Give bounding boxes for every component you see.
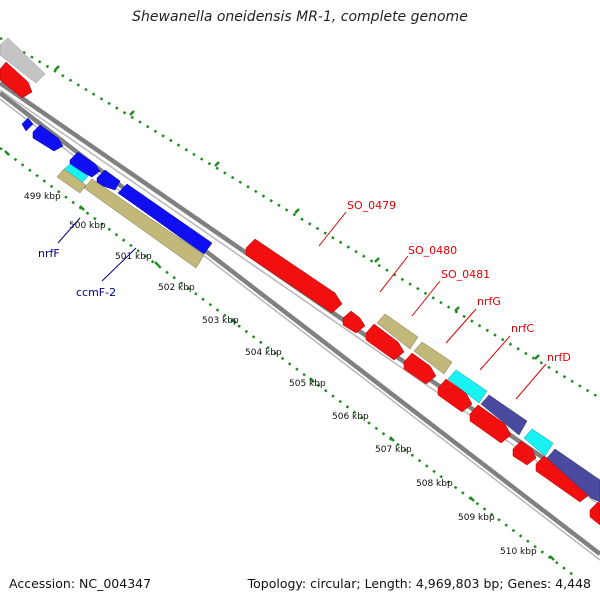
tick-label-499: 499 kbp xyxy=(24,192,61,202)
tick-label-504: 504 kbp xyxy=(245,348,282,358)
backbone-lower xyxy=(0,91,600,556)
tick-label-503: 503 kbp xyxy=(202,316,239,326)
outer-major-ticks xyxy=(54,65,540,360)
gene-navy-2 xyxy=(546,448,600,503)
gene-blue-2 xyxy=(32,124,64,152)
gene-label-so-0481: SO_0481 xyxy=(441,268,490,281)
gene-olive-4 xyxy=(413,341,453,375)
gene-label-nrfd: nrfD xyxy=(547,351,571,364)
tick-labels: 499 kbp 500 kbp 501 kbp 502 kbp 503 kbp 504 k… xyxy=(24,192,537,557)
gene-red-6 xyxy=(437,378,473,413)
gene-olive-3 xyxy=(376,313,419,350)
gene-olive-1 xyxy=(56,168,87,194)
gene-label-so-0480: SO_0480 xyxy=(408,244,457,257)
gene-cyan-2 xyxy=(447,369,488,404)
gene-label-nrff: nrfF xyxy=(38,247,60,260)
gene-red-3 xyxy=(342,310,366,334)
gene-red-1 xyxy=(0,61,33,99)
inner-major-ticks xyxy=(4,150,555,561)
tick-label-502: 502 kbp xyxy=(158,283,195,293)
gene-red-5 xyxy=(403,352,437,385)
gene-navy-1 xyxy=(480,394,528,436)
gene-red-8 xyxy=(512,440,537,466)
tick-label-508: 508 kbp xyxy=(416,479,453,489)
map-title: Shewanella oneidensis MR-1, complete gen… xyxy=(132,9,468,25)
gene-blue-5 xyxy=(117,183,213,255)
tick-label-507: 507 kbp xyxy=(375,445,412,455)
gene-red-10 xyxy=(589,501,600,526)
tick-label-505: 505 kbp xyxy=(289,379,326,389)
gene-cyan-3 xyxy=(523,428,554,457)
gene-red-2 xyxy=(245,238,343,314)
label-connectors xyxy=(57,211,547,400)
gene-red-7 xyxy=(469,404,512,444)
gene-blue-1 xyxy=(21,117,34,132)
gene-label-ccmf-2: ccmF-2 xyxy=(76,286,116,299)
tick-label-510: 510 kbp xyxy=(500,547,537,557)
forward-genes xyxy=(0,37,600,526)
tick-label-501: 501 kbp xyxy=(115,252,152,262)
gene-grey xyxy=(0,37,46,84)
gene-label-nrfg: nrfG xyxy=(477,295,501,308)
gene-labels: nrfF ccmF-2 SO_0479 SO_0480 SO_0481 nrfG nrfC n… xyxy=(38,199,571,364)
accession-label: Accession: NC_004347 xyxy=(9,576,152,591)
gene-label-so-0479: SO_0479 xyxy=(347,199,396,212)
tick-label-500: 500 kbp xyxy=(69,221,106,231)
genome-summary: Topology: circular; Length: 4,969,803 bp… xyxy=(247,576,591,591)
outer-dotted-ring xyxy=(0,36,600,400)
gene-label-nrfc: nrfC xyxy=(511,322,534,335)
gene-olive-2 xyxy=(83,178,205,269)
tick-label-509: 509 kbp xyxy=(458,513,495,523)
tick-label-506: 506 kbp xyxy=(332,412,369,422)
gene-red-4 xyxy=(365,323,405,361)
inner-dotted-ring xyxy=(0,146,576,575)
